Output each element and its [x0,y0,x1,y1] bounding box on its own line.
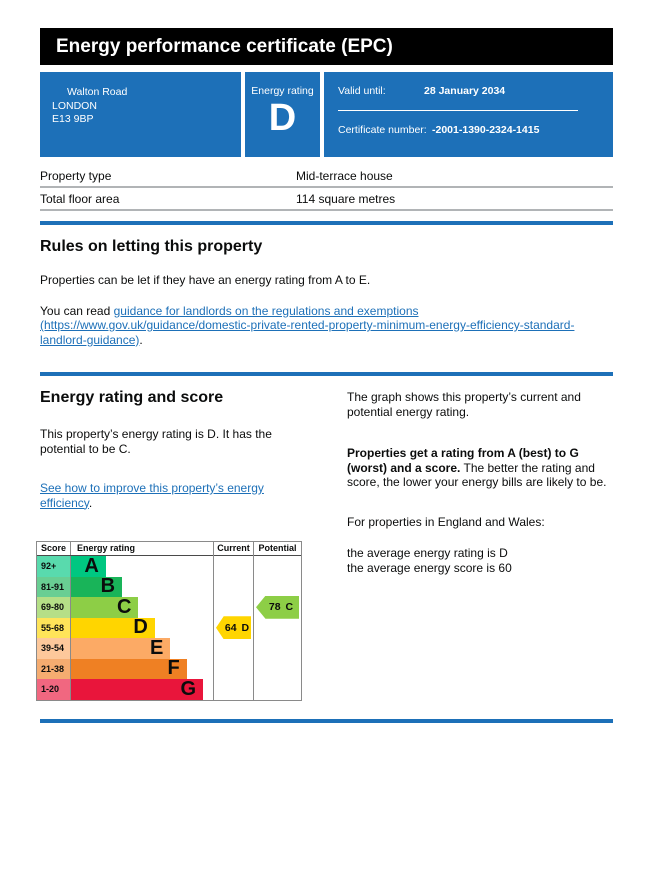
guidance-text-suffix: . [139,332,143,347]
average-rating-line: the average energy rating is D [347,546,508,560]
score-range: 21-38 [37,658,71,679]
band-bar: A [71,555,106,577]
energy-rating-chart: Score Energy rating 92+ A 81-91 B [36,541,302,701]
certificate-number-label: Certificate number: [338,124,427,136]
band-row-g: 1-20 G [37,678,213,700]
section-divider [40,372,613,376]
floor-area-value: 114 square metres [296,192,396,206]
rating-section: Energy rating and score This property’s … [36,389,613,701]
potential-column-header: Potential [258,543,297,553]
chart-header-row: Score Energy rating [37,542,301,556]
band-bar: B [71,575,123,597]
band-bar: G [71,678,204,700]
potential-rating-column: Potential 78 C [253,542,301,700]
average-score-line: the average energy score is 60 [347,560,512,575]
band-row-d: 55-68 D [37,616,213,638]
property-details-table: Property type Mid-terrace house Total fl… [40,165,613,211]
current-score: 64 [224,621,237,634]
band-row-a: 92+ A [37,555,213,577]
current-column-header: Current [217,543,250,553]
document-title-bar: Energy performance certificate (EPC) [40,28,613,65]
score-range: 69-80 [37,597,71,618]
chart-band-rows: 92+ A 81-91 B 69-80 C 55-68 [37,555,213,700]
band-bar: C [71,596,139,618]
certificate-number-value: -2001-1390-2324-1415 [432,124,540,136]
section-divider [40,718,613,723]
band-bar: D [71,616,155,638]
table-row: Property type Mid-terrace house [40,165,613,188]
band-row-c: 69-80 C [37,596,213,618]
table-row: Total floor area 114 square metres [40,188,613,211]
rating-explanation-rest: The better the rating and score, the low… [347,460,607,490]
score-range: 81-91 [37,576,71,597]
address-line: LONDON [52,99,97,112]
guidance-text-prefix: You can read [40,303,114,318]
energy-rating-box: Energy rating D [245,72,320,157]
score-range: 92+ [37,556,71,577]
rating-section-right-column: The graph shows this property’s current … [347,389,613,701]
potential-letter: C [285,601,294,614]
valid-until-value: 28 January 2034 [424,85,506,97]
validity-box: Valid until: 28 January 2034 Certificate… [324,72,613,157]
valid-until-label: Valid until: [338,85,386,97]
rating-section-heading: Energy rating and score [40,389,224,406]
score-range: 1-20 [37,679,71,700]
rating-explanation-bold: Properties get a rating from A (best) to… [347,446,579,475]
energy-rating-value: D [268,97,297,139]
property-address: Walton Road LONDON E13 9BP [40,72,241,157]
page-title: Energy performance certificate (EPC) [56,36,393,57]
energy-rating-column-header: Energy rating [77,543,136,553]
floor-area-label: Total floor area [40,192,120,206]
current-letter: D [241,621,250,634]
rating-summary-paragraph: This property’s energy rating is D. It h… [40,427,272,456]
address-line: Walton Road [67,86,128,98]
potential-rating-arrow: 78 C [256,595,299,619]
rating-explanation-paragraph: Properties get a rating from A (best) to… [347,446,613,490]
address-line: E13 9BP [52,113,94,125]
potential-score: 78 [268,601,281,614]
band-row-b: 81-91 B [37,575,213,597]
band-bar: E [71,637,171,659]
certificate-summary-panel: Walton Road LONDON E13 9BP Energy rating… [40,72,613,157]
rules-guidance-paragraph: You can read guidance for landlords on t… [40,304,613,348]
improve-paragraph: See how to improve this property’s energ… [40,481,316,510]
rating-section-left-column: Energy rating and score This property’s … [36,389,316,701]
landlord-guidance-link[interactable]: guidance for landlords on the regulation… [40,303,575,347]
graph-description-paragraph: The graph shows this property’s current … [347,390,581,419]
improve-efficiency-link[interactable]: See how to improve this property’s energ… [40,481,264,510]
averages-paragraph: the average energy rating is D the avera… [347,546,613,575]
rules-section-heading: Rules on letting this property [40,238,263,255]
improve-suffix: . [88,495,93,510]
band-row-e: 39-54 E [37,637,213,659]
score-column-header: Score [37,542,71,555]
band-row-f: 21-38 F [37,657,213,679]
rules-paragraph: Properties can be let if they have an en… [40,273,371,287]
england-wales-paragraph: For properties in England and Wales: [347,514,545,529]
band-bar: F [71,657,187,679]
current-rating-arrow: 64 D [216,616,251,640]
section-divider [40,221,613,225]
score-range: 39-54 [37,638,71,659]
current-rating-column: Current 64 D [213,542,253,700]
validity-divider [338,110,578,111]
document-content: Energy performance certificate (EPC) Wal… [36,0,613,723]
energy-rating-label: Energy rating [251,85,314,97]
property-type-value: Mid-terrace house [296,169,393,183]
score-range: 55-68 [37,617,71,638]
property-type-label: Property type [40,169,112,183]
